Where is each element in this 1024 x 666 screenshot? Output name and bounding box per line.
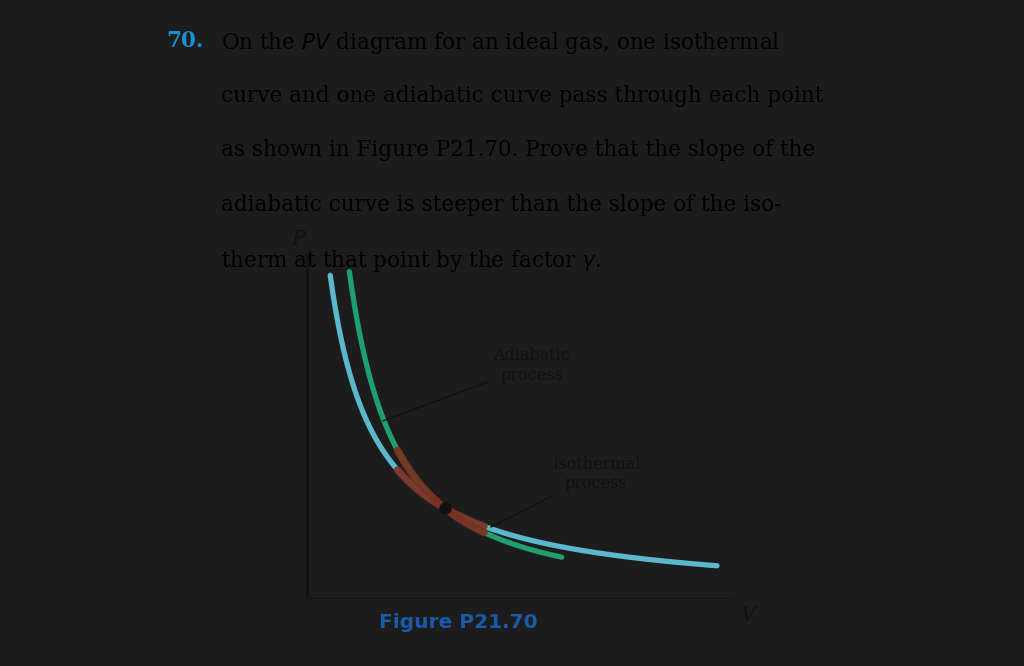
Text: Adiabatic
process: Adiabatic process [383, 348, 569, 421]
Text: V: V [741, 606, 757, 625]
Text: curve and one adiabatic curve pass through each point: curve and one adiabatic curve pass throu… [221, 85, 823, 107]
Text: as shown in Figure P21.70. Prove that the slope of the: as shown in Figure P21.70. Prove that th… [221, 139, 815, 161]
Text: adiabatic curve is steeper than the slope of the iso-: adiabatic curve is steeper than the slop… [221, 194, 781, 216]
Text: On the $\it{PV}$ diagram for an ideal gas, one isothermal: On the $\it{PV}$ diagram for an ideal ga… [221, 30, 780, 56]
Text: Isothermal
process: Isothermal process [490, 456, 640, 527]
Text: therm at that point by the factor $\gamma$.: therm at that point by the factor $\gamm… [221, 248, 601, 274]
Text: Figure P21.70: Figure P21.70 [379, 613, 538, 632]
Text: P: P [292, 230, 305, 248]
Text: 70.: 70. [166, 30, 204, 52]
